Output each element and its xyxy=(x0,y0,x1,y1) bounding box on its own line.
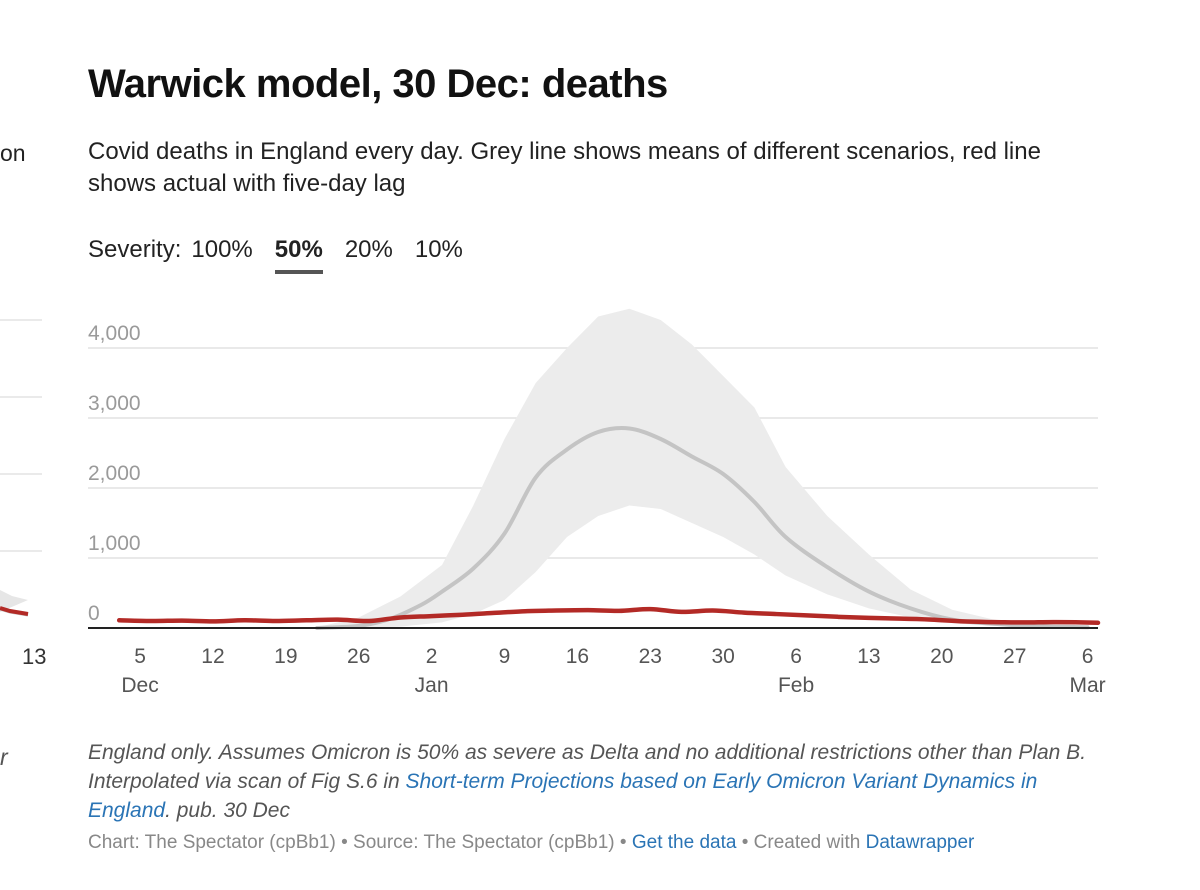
x-tick-label: 6 xyxy=(1082,645,1094,668)
footer-chart-credit: Chart: The Spectator (cpBb1) xyxy=(88,832,336,853)
scenario-mean-line xyxy=(315,426,1090,630)
y-tick-label: 1,000 xyxy=(88,532,141,555)
notes-source-link[interactable]: Short-term Projections based on Early Om… xyxy=(88,770,1038,822)
x-tick-label: 5 xyxy=(134,645,146,668)
x-tick-label: 9 xyxy=(499,645,511,668)
notes-text-end: . pub. 30 Dec xyxy=(165,799,290,822)
footer-created-with: Created with xyxy=(753,832,866,853)
scenario-range-band xyxy=(317,308,1088,628)
x-month-label: Jan xyxy=(415,674,449,697)
x-tick-label: 20 xyxy=(930,645,953,668)
severity-option-50[interactable]: 50% xyxy=(274,236,323,274)
x-tick-label: 30 xyxy=(711,645,734,668)
x-tick-label: 6 xyxy=(790,645,802,668)
deaths-chart: 0 1,000 2,000 3,000 4,000 5 Dec 12 19 26 2 Jan 9 16 23… xyxy=(88,308,1106,697)
footer-separator: • xyxy=(335,832,354,853)
fragment-chart xyxy=(0,319,42,617)
y-tick-label: 4,000 xyxy=(88,322,141,345)
axes: 0 1,000 2,000 3,000 4,000 5 Dec 12 19 26 2 Jan 9 16 23… xyxy=(88,322,1106,697)
x-tick-label: 23 xyxy=(639,645,662,668)
severity-selector: Severity: 100% 50% 20% 10% xyxy=(88,236,485,274)
x-tick-label: 26 xyxy=(347,645,370,668)
scenario-range-area xyxy=(317,308,1088,628)
footer-source: Source: The Spectator (cpBb1) xyxy=(353,832,615,853)
footer-separator: • xyxy=(614,832,632,853)
series-lines xyxy=(116,426,1101,630)
y-tick-label: 2,000 xyxy=(88,462,141,485)
datawrapper-link[interactable]: Datawrapper xyxy=(865,832,975,853)
x-month-label: Feb xyxy=(778,674,814,697)
fragment-text-bottom: r xyxy=(0,744,8,770)
y-tick-label: 0 xyxy=(88,602,100,625)
x-tick-label: 19 xyxy=(274,645,297,668)
chart-subtitle: Covid deaths in England every day. Grey … xyxy=(88,138,1041,197)
fragment-x-tick: 13 xyxy=(22,644,47,669)
fragment-text-top: on xyxy=(0,140,26,166)
chart-title: Warwick model, 30 Dec: deaths xyxy=(88,62,668,106)
x-tick-label: 2 xyxy=(426,645,438,668)
severity-option-10[interactable]: 10% xyxy=(414,236,463,263)
notes-text: England only. Assumes Omicron is 50% as … xyxy=(88,741,1087,793)
severity-label: Severity: xyxy=(88,236,182,263)
chart-notes: England only. Assumes Omicron is 50% as … xyxy=(88,738,1098,825)
x-tick-label: 12 xyxy=(201,645,224,668)
x-tick-label: 16 xyxy=(566,645,589,668)
footer-separator: • xyxy=(736,832,754,853)
x-tick-label: 27 xyxy=(1003,645,1026,668)
severity-option-20[interactable]: 20% xyxy=(344,236,393,263)
x-month-label: Mar xyxy=(1070,674,1106,697)
x-tick-label: 13 xyxy=(857,645,880,668)
chart-footer: Chart: The Spectator (cpBb1) • Source: T… xyxy=(88,832,974,854)
x-month-label: Dec xyxy=(121,674,158,697)
fragment-band xyxy=(0,590,28,612)
severity-option-100[interactable]: 100% xyxy=(191,236,253,263)
fragment-actual-line xyxy=(0,606,29,616)
actual-deaths-line xyxy=(116,606,1101,626)
y-tick-label: 3,000 xyxy=(88,392,141,415)
get-the-data-link[interactable]: Get the data xyxy=(631,832,737,853)
